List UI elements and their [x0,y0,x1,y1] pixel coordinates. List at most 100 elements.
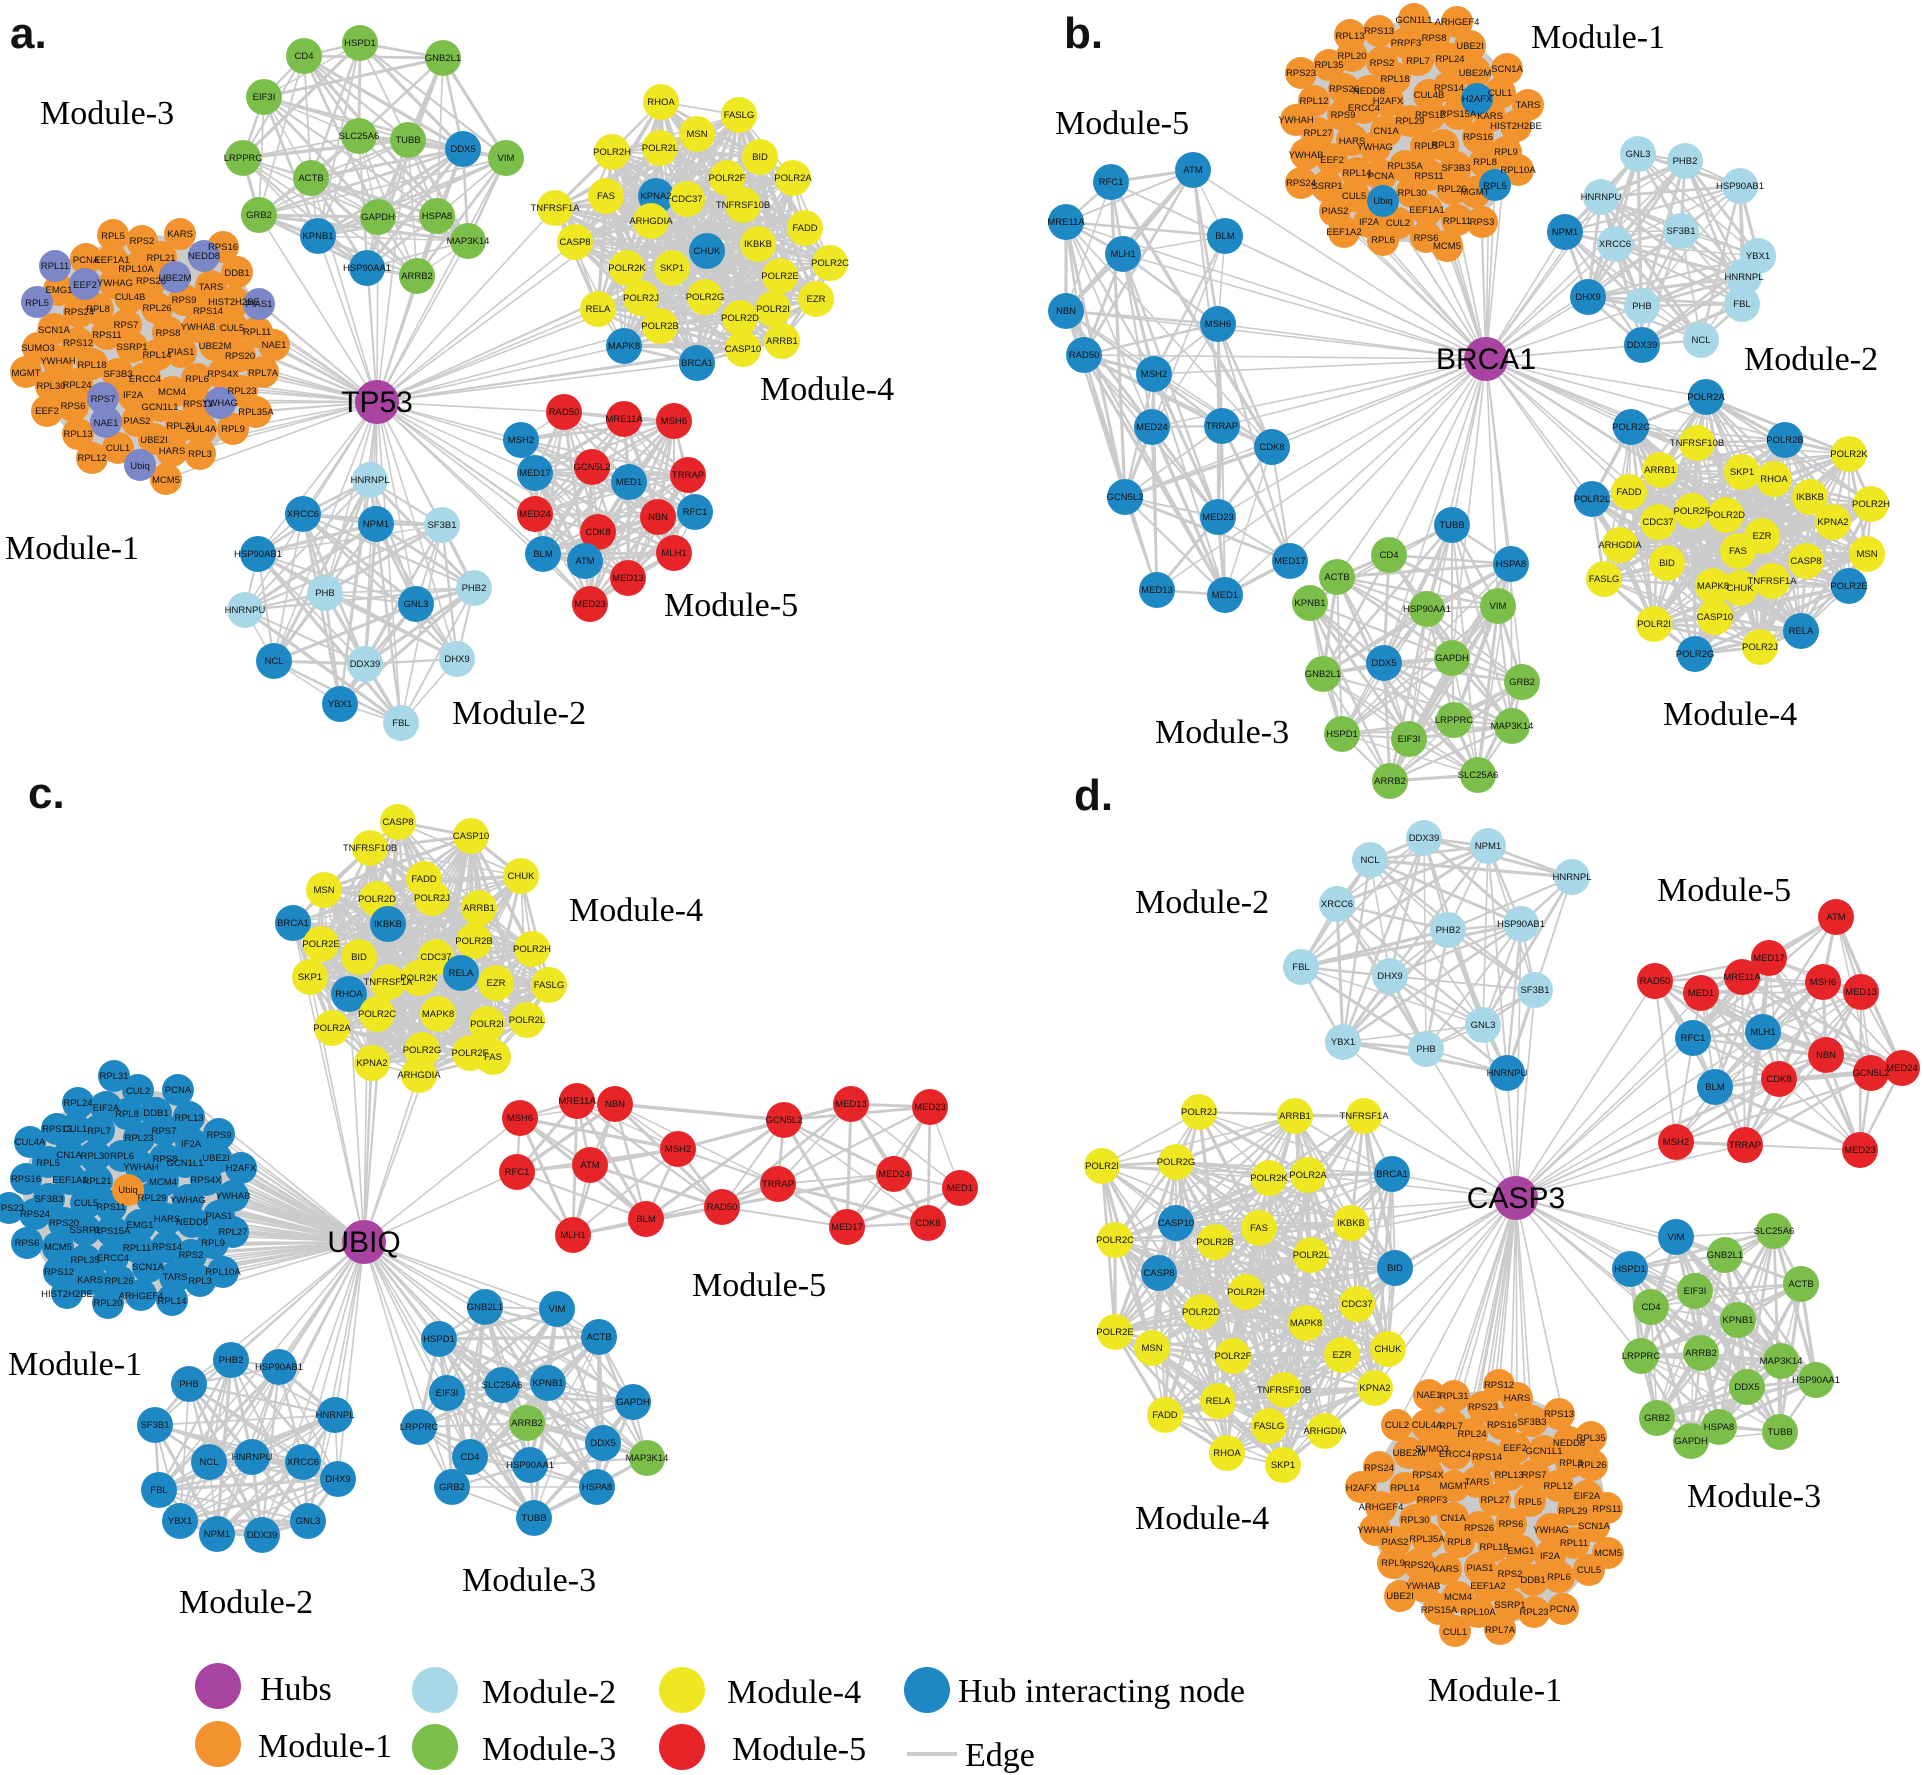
svg-text:MED23: MED23 [574,599,606,610]
svg-text:MCM5: MCM5 [44,1242,72,1253]
svg-text:DDB1: DDB1 [224,268,249,279]
svg-text:YWHAB: YWHAB [1289,150,1324,161]
svg-text:POLR2D: POLR2D [1707,510,1745,521]
svg-text:RFC1: RFC1 [1099,177,1124,188]
svg-text:EMG1: EMG1 [127,1220,154,1231]
svg-text:MLH1: MLH1 [1110,249,1135,260]
svg-text:Hubs: Hubs [260,1671,332,1708]
svg-text:VIM: VIM [1490,601,1507,612]
svg-text:RPS11: RPS11 [92,330,121,341]
svg-text:POLR2G: POLR2G [1157,1157,1196,1168]
svg-text:MAPK8: MAPK8 [1697,581,1729,592]
svg-text:NCL: NCL [264,656,283,667]
svg-text:KARS: KARS [1477,111,1503,122]
svg-text:MGMT: MGMT [1439,1481,1468,1492]
svg-text:FADD: FADD [1152,1410,1177,1421]
svg-text:RPL7: RPL7 [1406,56,1430,67]
svg-text:CDK8: CDK8 [585,527,610,538]
svg-text:MED17: MED17 [1753,953,1785,964]
svg-text:CDK8: CDK8 [1766,1074,1791,1085]
svg-text:b.: b. [1064,9,1103,58]
svg-text:DDX5: DDX5 [1371,658,1396,669]
svg-text:SF3B3: SF3B3 [1441,163,1470,174]
svg-text:IKBKB: IKBKB [744,239,772,250]
svg-text:POLR2J: POLR2J [1181,1107,1217,1118]
svg-text:PHB2: PHB2 [462,583,487,594]
svg-text:NCL: NCL [199,1457,218,1468]
svg-text:YWHAH: YWHAH [1278,115,1314,126]
svg-text:LRPPRC: LRPPRC [1435,715,1474,726]
svg-text:FAS: FAS [484,1052,502,1063]
svg-text:KPNB1: KPNB1 [1722,1315,1753,1326]
svg-text:HSPA8: HSPA8 [1496,559,1526,570]
svg-text:CUL1: CUL1 [1488,88,1512,99]
svg-text:Module-1: Module-1 [258,1728,392,1765]
svg-text:RPS8: RPS8 [156,328,181,339]
svg-text:SF3B3: SF3B3 [1517,1417,1546,1428]
svg-text:KPNA2: KPNA2 [640,191,671,202]
svg-text:RPL23: RPL23 [1519,1607,1548,1618]
svg-text:CN1A: CN1A [1373,126,1399,137]
svg-text:TARS: TARS [1465,1477,1490,1488]
svg-text:SKP1: SKP1 [1730,467,1754,478]
svg-text:FADD: FADD [1616,487,1641,498]
svg-text:NPM1: NPM1 [204,1529,230,1540]
svg-text:RPL30: RPL30 [80,1151,109,1162]
svg-text:RPL14: RPL14 [157,1296,186,1307]
svg-text:MED17: MED17 [1274,556,1306,567]
svg-text:YWHAG: YWHAG [97,278,133,289]
svg-text:PHB2: PHB2 [219,1355,244,1366]
svg-text:RPL35: RPL35 [1314,60,1343,71]
svg-text:TUBB: TUBB [395,135,420,146]
svg-text:CN1A: CN1A [56,1150,82,1161]
svg-text:RPS26: RPS26 [1329,84,1359,95]
svg-text:Module-4: Module-4 [569,892,703,929]
svg-text:RPL18: RPL18 [1380,74,1409,85]
svg-text:RPL18: RPL18 [77,360,106,371]
svg-text:POLR2I: POLR2I [1637,619,1671,630]
svg-text:MLH1: MLH1 [560,1230,585,1241]
svg-text:MRE11A: MRE11A [605,414,643,425]
svg-text:RPS2: RPS2 [1370,58,1395,69]
svg-text:IF2A: IF2A [123,390,144,401]
svg-text:EIF3I: EIF3I [1684,1286,1707,1297]
svg-text:POLR2A: POLR2A [1687,392,1725,403]
svg-text:EZR: EZR [1753,531,1772,542]
svg-text:RPS20: RPS20 [1404,1560,1434,1571]
svg-text:PHB: PHB [1632,301,1652,312]
svg-text:Module-3: Module-3 [462,1562,596,1599]
svg-text:YWHAB: YWHAB [216,1191,251,1202]
svg-text:RPS24: RPS24 [1364,1463,1394,1474]
svg-text:RPS4X: RPS4X [190,1175,222,1186]
svg-text:RPL27: RPL27 [1480,1495,1509,1506]
svg-text:POLR2B: POLR2B [1196,1237,1234,1248]
svg-text:RPS7: RPS7 [1522,1470,1547,1481]
svg-text:UBE2I: UBE2I [140,435,167,446]
svg-text:MED1: MED1 [947,1183,973,1194]
svg-text:MRE11A: MRE11A [1723,972,1761,983]
svg-text:KARS: KARS [1433,1564,1459,1575]
svg-text:NBN: NBN [605,1099,625,1110]
svg-text:MLH1: MLH1 [661,548,686,559]
svg-text:RPS13: RPS13 [1544,1409,1574,1420]
svg-text:GRB2: GRB2 [1509,677,1535,688]
svg-text:TNFRSF1A: TNFRSF1A [1339,1111,1389,1122]
svg-text:ARHGEF4: ARHGEF4 [1435,17,1480,28]
svg-text:MSH2: MSH2 [1663,1137,1689,1148]
svg-text:YWHAB: YWHAB [1406,1581,1441,1592]
svg-text:RPS9: RPS9 [172,295,197,306]
svg-text:MSH6: MSH6 [661,416,687,427]
svg-text:PHB: PHB [315,588,335,599]
svg-text:CUL1: CUL1 [106,443,130,454]
svg-text:EMG1: EMG1 [46,285,73,296]
svg-text:RELA: RELA [1789,626,1814,637]
svg-text:MED23: MED23 [1202,512,1234,523]
svg-text:CUL4A: CUL4A [186,424,217,435]
svg-text:EEF2: EEF2 [1320,155,1344,166]
svg-text:RPL5: RPL5 [101,231,125,242]
svg-text:LRPPRC: LRPPRC [400,1422,439,1433]
svg-text:MED13: MED13 [612,573,644,584]
svg-text:MSH2: MSH2 [508,435,534,446]
svg-text:RPL5: RPL5 [25,298,49,309]
svg-text:a.: a. [10,9,47,58]
